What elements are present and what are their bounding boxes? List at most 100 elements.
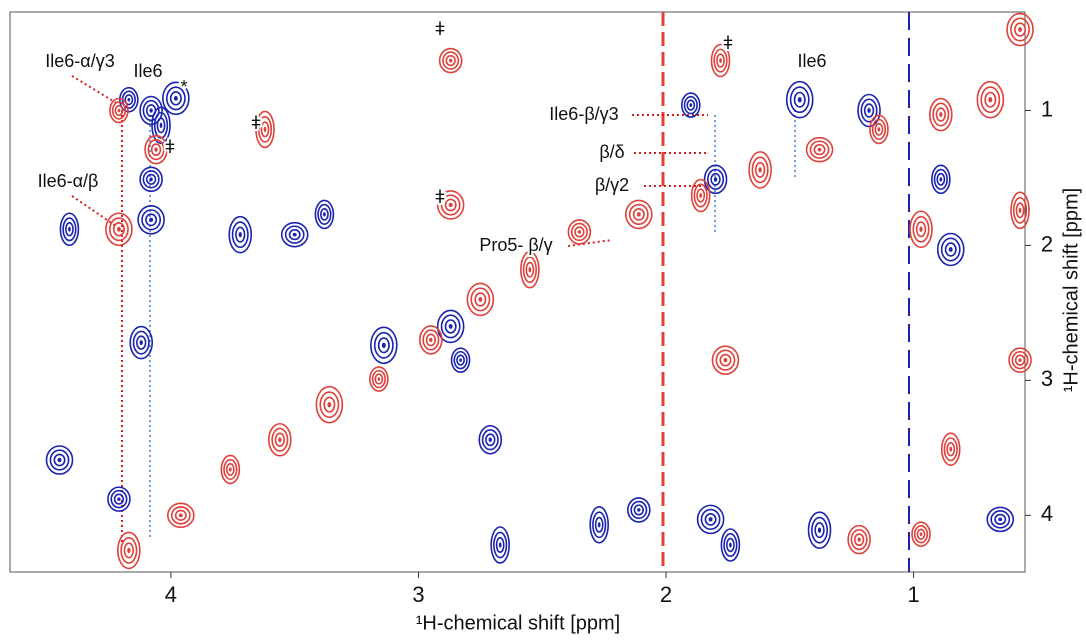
contour-level bbox=[371, 369, 386, 389]
peak bbox=[976, 80, 1005, 119]
contour-core bbox=[127, 547, 131, 554]
contour-level bbox=[871, 118, 887, 140]
annotation: ǂ bbox=[723, 33, 734, 53]
contour-core bbox=[154, 147, 158, 152]
contour-level bbox=[704, 512, 717, 526]
contour-level bbox=[139, 95, 163, 126]
contour-core bbox=[949, 446, 953, 452]
contour-core bbox=[263, 126, 267, 133]
contour-core bbox=[758, 167, 762, 173]
contour-level bbox=[490, 526, 510, 564]
contour-level bbox=[811, 516, 829, 544]
contour-core bbox=[127, 97, 131, 102]
contour-level bbox=[145, 173, 157, 185]
contour-core bbox=[139, 340, 143, 346]
contour-level bbox=[113, 493, 125, 505]
annotation: Ile6-β/γ3 bbox=[549, 104, 618, 124]
annotation: β/δ bbox=[599, 142, 624, 162]
contour-level bbox=[520, 250, 540, 289]
contour-level bbox=[323, 396, 336, 413]
contour-level bbox=[288, 229, 301, 241]
contour-level bbox=[933, 168, 948, 190]
contour-level bbox=[110, 489, 128, 509]
contour-level bbox=[53, 453, 66, 467]
contour-level bbox=[1010, 191, 1030, 230]
contour-level bbox=[315, 385, 344, 424]
annotation: Pro5- β/γ bbox=[479, 235, 552, 255]
peak bbox=[268, 422, 292, 457]
contour-level bbox=[119, 86, 139, 113]
contour-level bbox=[1014, 22, 1027, 37]
contour-level bbox=[317, 203, 332, 226]
contour-core bbox=[857, 537, 861, 542]
x-tick-label: 1 bbox=[907, 582, 919, 607]
contour-level bbox=[813, 144, 826, 156]
contour-level bbox=[915, 221, 927, 238]
y-tick-label: 3 bbox=[1041, 366, 1053, 391]
x-axis-label: ¹H-chemical shift [ppm] bbox=[416, 612, 621, 634]
y-axis-label: ¹H-chemical shift [ppm] bbox=[1060, 188, 1082, 393]
contour-level bbox=[112, 222, 125, 237]
contour-core bbox=[238, 231, 242, 238]
contour-level bbox=[444, 198, 457, 212]
peak bbox=[139, 95, 163, 126]
contour-core bbox=[597, 522, 601, 528]
contour-level bbox=[1008, 347, 1032, 373]
contour-core bbox=[159, 122, 163, 129]
contour-level bbox=[913, 525, 929, 544]
peak bbox=[228, 215, 253, 254]
contour-level bbox=[456, 354, 465, 366]
peak bbox=[936, 232, 965, 267]
peak bbox=[589, 505, 609, 544]
contour-core bbox=[327, 401, 332, 408]
peak bbox=[419, 325, 443, 355]
contour-core bbox=[117, 108, 121, 113]
x-tick-label: 2 bbox=[660, 582, 672, 607]
peak bbox=[220, 454, 241, 485]
contour-core bbox=[817, 147, 822, 152]
contour-core bbox=[988, 97, 993, 103]
contour-core bbox=[448, 324, 453, 329]
y-tick-label: 4 bbox=[1041, 501, 1053, 526]
contour-level bbox=[570, 222, 588, 242]
contour-level bbox=[481, 429, 499, 451]
leader-line bbox=[71, 195, 117, 227]
contour-level bbox=[228, 215, 253, 254]
contour-level bbox=[450, 347, 471, 373]
contour-core bbox=[708, 517, 713, 522]
contour-level bbox=[425, 333, 437, 347]
peak bbox=[139, 166, 163, 193]
contour-core bbox=[1018, 207, 1022, 214]
contour-level bbox=[139, 166, 163, 193]
contour-level bbox=[630, 500, 648, 520]
contour-level bbox=[628, 203, 649, 226]
contour-level bbox=[271, 427, 289, 452]
contour-level bbox=[436, 190, 465, 220]
contour-core bbox=[719, 58, 722, 63]
contour-level bbox=[567, 219, 592, 245]
contour-core bbox=[1018, 27, 1022, 32]
contour-core bbox=[867, 108, 871, 113]
contour-core bbox=[919, 226, 923, 232]
contour-level bbox=[419, 325, 443, 355]
contour-core bbox=[228, 467, 232, 472]
contour-level bbox=[522, 256, 537, 284]
contour-core bbox=[637, 508, 641, 512]
contour-level bbox=[696, 504, 725, 535]
contour-level bbox=[946, 442, 956, 457]
contour-level bbox=[944, 242, 957, 257]
contour-level bbox=[129, 325, 154, 360]
contour-level bbox=[174, 509, 187, 521]
contour-level bbox=[369, 366, 389, 392]
contour-level bbox=[260, 121, 270, 138]
peak bbox=[436, 190, 465, 220]
contour-level bbox=[936, 232, 965, 267]
contour-level bbox=[807, 511, 832, 549]
contour-level bbox=[986, 506, 1015, 533]
contour-core bbox=[636, 212, 641, 217]
contour-level bbox=[869, 114, 889, 145]
peak bbox=[450, 347, 471, 373]
contour-level bbox=[716, 53, 725, 68]
peak bbox=[1006, 12, 1034, 47]
peak bbox=[109, 97, 129, 124]
